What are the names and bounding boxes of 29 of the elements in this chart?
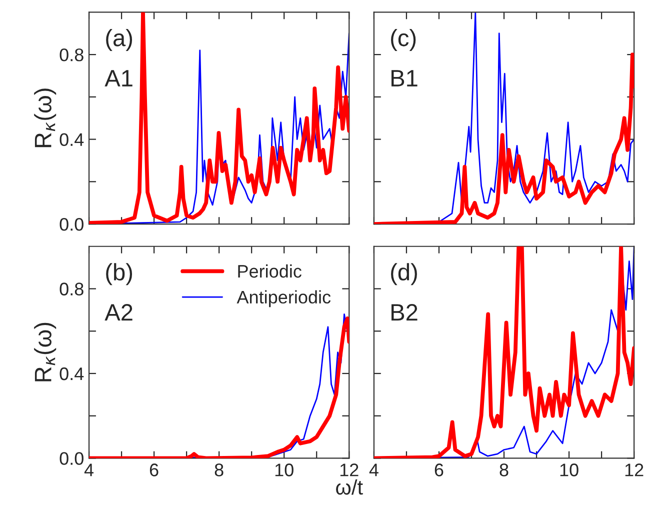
x-tick-label: 8 [500,464,508,476]
y-tick-label: 0.4 [60,133,84,146]
y-tick-label: 0.4 [60,367,84,380]
legend-label: Antiperiodic [236,290,331,308]
y-tick-label: 0.8 [60,48,84,62]
x-axis-title: ω/t [336,479,363,495]
y-axis-title: R$_{κ}$(ω) [34,322,56,382]
x-tick-label: 12 [340,464,358,476]
y-axis-title: R$_{κ}$(ω) [34,88,56,148]
annotation: (a) [106,28,132,51]
x-tick-label: 6 [150,464,158,476]
y-tick-label: 0.0 [60,452,84,465]
annotation: (c) [391,28,416,51]
annotation: B1 [392,70,418,86]
annotation: B2 [392,304,418,321]
annotation: A2 [104,304,132,321]
x-tick-label: 4 [369,464,378,476]
x-tick-label: 12 [625,464,644,476]
x-tick-label: 8 [214,464,224,476]
legend-label: Periodic [238,264,302,278]
annotation: (d) [391,263,417,286]
y-tick-label: 0.8 [60,282,84,296]
x-tick-label: 10 [275,464,294,476]
x-tick-label: 10 [560,464,578,476]
x-tick-label: 4 [84,464,94,476]
x-tick-label: 6 [434,464,444,476]
annotation: A1 [104,70,132,86]
annotation: (b) [106,263,132,286]
y-tick-label: 0.0 [60,218,84,231]
